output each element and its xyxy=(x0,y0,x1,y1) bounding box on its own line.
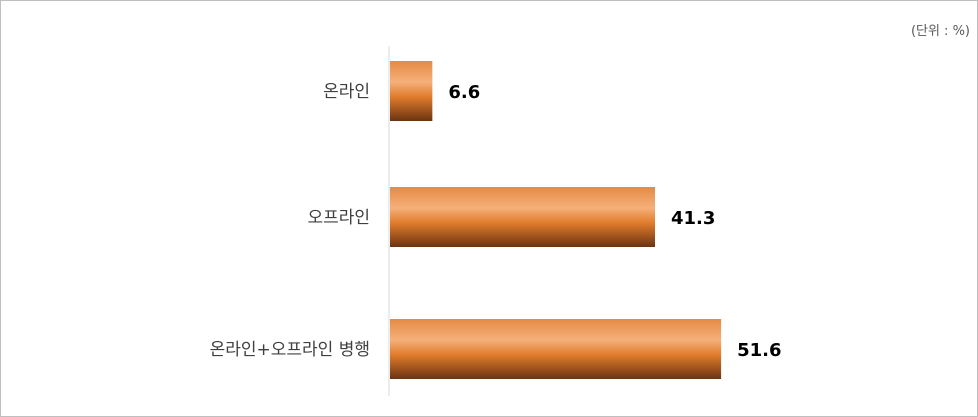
category-label-2: 온라인+오프라인 병행 xyxy=(210,340,370,360)
unit-note: (단위 : %) xyxy=(911,24,970,39)
category-label-0: 온라인 xyxy=(323,82,370,102)
bar-0 xyxy=(390,61,433,121)
bar-1 xyxy=(390,187,656,247)
category-label-1: 오프라인 xyxy=(307,208,370,228)
value-label-2: 51.6 xyxy=(737,340,781,361)
value-label-0: 6.6 xyxy=(448,82,480,103)
bar-2 xyxy=(390,319,722,379)
value-label-1: 41.3 xyxy=(671,208,715,229)
bars-layer: 온라인 6.6 오프라인 41.3 온라인+오프라인 병행 51.6 xyxy=(210,61,782,379)
